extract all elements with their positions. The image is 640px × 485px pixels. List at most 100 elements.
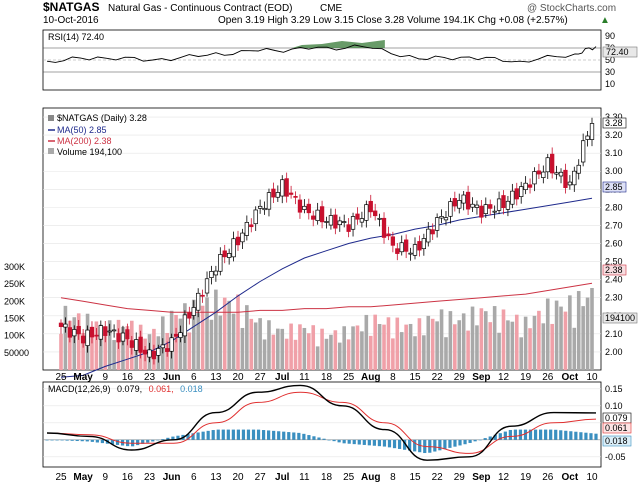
volume-bar <box>537 310 541 370</box>
candle-body <box>532 171 537 185</box>
price-x-axis: 25 May 9 16 23 Jun 6 13 20 27 Jul 11 18 25 Aug 8 15 22 29 S… <box>55 372 598 383</box>
volume-bar <box>231 313 236 370</box>
x-tick-label: 9 <box>102 472 108 483</box>
candle-body <box>541 171 546 178</box>
volume-bar <box>187 332 192 370</box>
volume-bar <box>568 295 572 370</box>
macd-histogram-bar <box>302 433 306 440</box>
price-panel: $NATGAS (Daily) 3.28 MA(50) 2.85 MA(200)… <box>4 107 638 378</box>
x-tick-label: Sep <box>472 472 490 483</box>
macd-histogram-bar <box>151 439 155 442</box>
volume-bar <box>121 326 125 370</box>
x-tick-label: Oct <box>562 472 579 483</box>
price-tick-label: 2.70 <box>605 220 623 230</box>
macd-histogram-bar <box>367 439 371 446</box>
candle-body <box>496 198 502 211</box>
x-tick-label: 27 <box>255 372 267 383</box>
volume-bar <box>200 305 205 370</box>
macd-tick-label: 0.15 <box>605 384 623 394</box>
volume-tick-label: 300K <box>4 262 25 272</box>
macd-histogram-bar <box>473 439 477 442</box>
candle-body <box>191 307 196 316</box>
macd-hist-badge-value: 0.018 <box>605 436 628 446</box>
volume-bar <box>559 306 563 370</box>
macd-histogram-bar <box>403 439 407 450</box>
candle-body <box>510 190 515 205</box>
rsi-tick-label: 50 <box>605 55 615 65</box>
candle-body <box>76 325 81 335</box>
volume-bar <box>444 337 448 370</box>
volume-bar <box>413 336 417 370</box>
close-badge-value: 3.28 <box>605 118 623 128</box>
candle-body <box>408 252 413 255</box>
volume-bar <box>466 330 470 370</box>
candle-body <box>107 330 112 333</box>
volume-bar <box>240 327 245 370</box>
volume-bar <box>298 324 302 370</box>
x-tick-label: Jun <box>163 472 181 483</box>
legend-ma200: MA(200) 2.38 <box>57 136 112 146</box>
volume-bar <box>289 323 293 370</box>
macd-histogram-bar <box>267 430 271 440</box>
candle-body <box>249 224 254 228</box>
macd-histogram-bar <box>287 432 291 440</box>
candle-body <box>505 200 511 210</box>
volume-bar <box>333 330 338 370</box>
x-tick-label: 15 <box>409 472 421 483</box>
x-tick-label: 9 <box>102 372 108 383</box>
candle-body <box>399 242 404 253</box>
candle-body <box>514 188 519 200</box>
volume-bar <box>417 318 422 370</box>
candle-body <box>368 200 373 213</box>
candle-body <box>293 196 298 198</box>
candle-body <box>395 248 400 254</box>
volume-bar <box>479 308 484 370</box>
volume-bar <box>563 311 568 370</box>
macd-histogram-bar <box>483 438 487 440</box>
macd-histogram-bar <box>236 429 240 440</box>
rsi-label: RSI(14) 72.40 <box>48 32 104 42</box>
volume-bar <box>430 318 435 370</box>
candle-body <box>333 214 338 229</box>
candle-body <box>527 184 533 188</box>
macd-histogram-bar <box>569 431 573 440</box>
candle-body <box>443 217 449 221</box>
macd-tick-label: 0.10 <box>605 401 623 411</box>
x-tick-label: 29 <box>454 472 466 483</box>
volume-bar <box>205 297 209 370</box>
x-tick-label: 26 <box>542 372 554 383</box>
volume-tick-label: 200K <box>4 296 25 306</box>
volume-bar <box>360 331 364 370</box>
ma200-badge <box>602 264 627 276</box>
volume-bar <box>72 317 77 370</box>
candle-body <box>545 157 550 173</box>
volume-tick-label: 50000 <box>4 348 29 358</box>
x-tick-label: May <box>73 372 93 383</box>
volume-bar <box>315 346 320 370</box>
macd-histogram-bar <box>458 439 462 446</box>
macd-histogram-bar <box>95 439 99 443</box>
candle-body <box>80 335 86 344</box>
volume-bar <box>99 324 103 370</box>
macd-histogram-bar <box>45 439 49 441</box>
candle-body <box>470 203 475 208</box>
candle-body <box>94 334 99 337</box>
volume-badge-value: 194100 <box>605 313 635 323</box>
volume-bar <box>236 294 240 370</box>
volume-bar <box>293 339 298 370</box>
volume-bar <box>461 313 466 370</box>
volume-bar <box>63 305 68 370</box>
candle-body <box>342 221 347 223</box>
volume-bar <box>373 314 377 370</box>
volume-bar <box>439 309 444 370</box>
legend-symbol: $NATGAS (Daily) 3.28 <box>57 113 147 123</box>
candle-body <box>426 228 431 243</box>
candle-body <box>165 348 170 352</box>
macd-histogram-bar <box>186 434 190 440</box>
candle-body <box>355 213 360 220</box>
volume-bar <box>209 319 214 370</box>
candle-body <box>235 236 241 246</box>
volume-tick-label: 250K <box>4 279 25 289</box>
candle-body <box>173 333 179 337</box>
volume-bar <box>422 335 426 370</box>
